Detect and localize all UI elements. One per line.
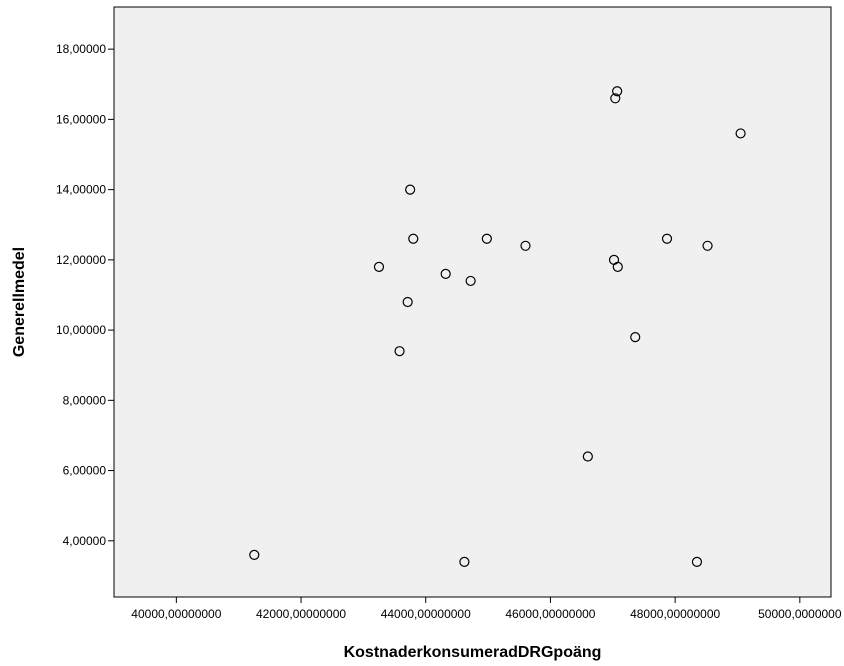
y-axis-title: Generellmedel <box>11 247 28 357</box>
x-axis-title: KostnaderkonsumeradDRGpoäng <box>344 644 602 661</box>
data-point <box>481 233 492 244</box>
data-point <box>661 233 673 244</box>
data-point <box>610 93 621 104</box>
y-tick-label: 16,00000 <box>56 112 106 126</box>
data-point <box>612 261 623 272</box>
y-axis: 4,00000 6,00000 8,00000 10,00000 12,00000 14,… <box>56 42 114 548</box>
x-tick-label: 44000,00000000 <box>381 607 471 621</box>
data-point <box>735 128 746 139</box>
plot-area <box>113 6 832 598</box>
x-axis: 40000,00000000 42000,00000000 44000,000000… <box>131 597 842 621</box>
x-tick-label: 48000,00000000 <box>630 607 720 621</box>
y-tick-label: 8,00000 <box>63 393 107 407</box>
data-points <box>249 86 746 567</box>
data-point <box>405 184 416 195</box>
x-tick-label: 42000,00000000 <box>256 607 346 621</box>
data-point <box>465 275 476 287</box>
data-point <box>582 451 593 462</box>
data-point <box>702 240 713 251</box>
y-tick-label: 10,00000 <box>56 323 106 337</box>
data-point <box>373 261 385 272</box>
y-tick-label: 6,00000 <box>63 464 107 478</box>
data-point <box>520 240 531 251</box>
y-tick-label: 12,00000 <box>56 253 106 267</box>
y-tick-label: 14,00000 <box>56 183 106 197</box>
x-tick-label: 50000,0000000 <box>758 607 842 621</box>
data-point <box>459 556 470 567</box>
data-point <box>394 346 405 357</box>
data-point <box>402 296 413 308</box>
data-point <box>408 233 419 244</box>
data-point <box>612 86 623 97</box>
data-point <box>249 549 260 560</box>
data-point <box>440 268 451 280</box>
y-tick-label: 18,00000 <box>56 42 106 56</box>
data-point <box>691 556 703 567</box>
x-tick-label: 40000,00000000 <box>131 607 221 621</box>
data-point <box>630 332 641 343</box>
y-tick-label: 4,00000 <box>63 534 107 548</box>
x-tick-label: 46000,00000000 <box>505 607 595 621</box>
